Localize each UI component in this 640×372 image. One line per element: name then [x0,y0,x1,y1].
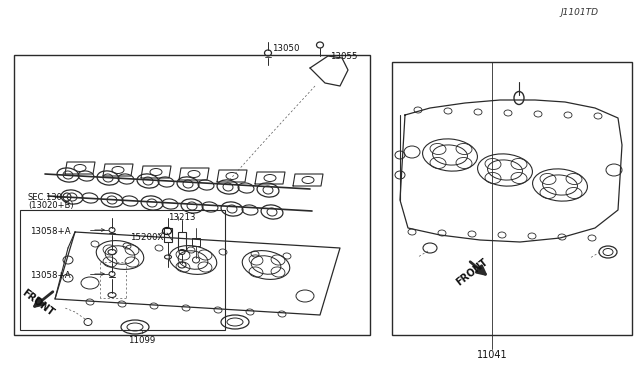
Bar [392,62,632,335]
Text: 13213: 13213 [168,213,195,222]
Text: FRONT: FRONT [20,288,56,318]
Text: SEC.130: SEC.130 [28,193,63,202]
Text: 15200X: 15200X [130,233,163,242]
Bar [164,228,172,242]
Text: 11041: 11041 [477,350,508,360]
Text: FRONT: FRONT [454,257,490,288]
Text: 13058+A: 13058+A [30,271,70,280]
Bar [14,55,370,335]
Text: 13050: 13050 [272,44,300,53]
Text: 13058+A: 13058+A [30,227,70,236]
Text: J1101TD: J1101TD [560,8,598,17]
Bar [20,210,225,330]
Bar [178,232,186,250]
Text: 11099: 11099 [128,336,156,345]
Text: (13020+B): (13020+B) [28,201,74,210]
Bar [192,238,200,246]
Text: 13055: 13055 [330,52,358,61]
